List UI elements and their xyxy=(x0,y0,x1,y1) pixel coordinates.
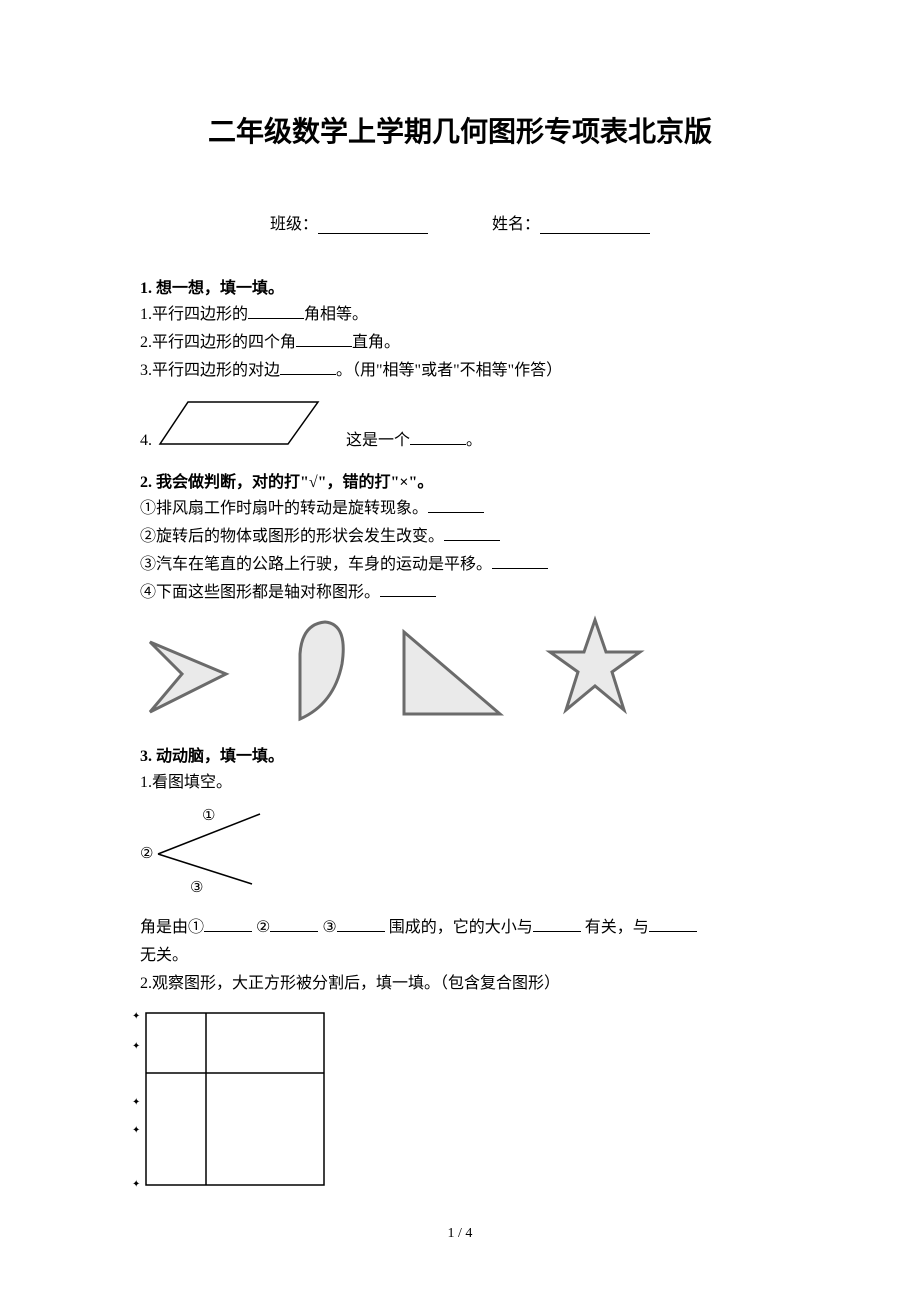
svg-text:③: ③ xyxy=(190,880,203,896)
triangle-shape-icon xyxy=(390,624,510,724)
name-blank xyxy=(540,216,650,234)
angle-figure: ① ② ③ xyxy=(140,806,780,901)
section1-head: 1. 想一想，填一填。 xyxy=(140,274,780,298)
s3-at-4: 围成的，它的大小与 xyxy=(389,919,533,936)
s2-q3: ③汽车在笔直的公路上行驶，车身的运动是平移。 xyxy=(140,552,780,578)
s3-q1: 1.看图填空。 xyxy=(140,770,780,796)
s2-q4: ④下面这些图形都是轴对称图形。 xyxy=(140,580,780,606)
s1-q3-pre: 3.平行四边形的对边 xyxy=(140,362,280,379)
s2-q1: ①排风扇工作时扇叶的转动是旋转现象。 xyxy=(140,496,780,522)
blank xyxy=(533,916,581,932)
blank xyxy=(337,916,385,932)
blank xyxy=(444,525,500,541)
section3-head: 3. 动动脑，填一填。 xyxy=(140,742,780,766)
class-label: 班级： xyxy=(270,216,318,233)
s2-q3-text: ③汽车在笔直的公路上行驶，车身的运动是平移。 xyxy=(140,556,492,573)
star-shape-icon xyxy=(540,614,650,724)
dagger-mark: ✦ xyxy=(132,1097,140,1108)
blank xyxy=(270,916,318,932)
s1-q4: 4. 这是一个 。 xyxy=(140,396,780,450)
dagger-mark: ✦ xyxy=(132,1011,140,1022)
dagger-mark: ✦ xyxy=(132,1179,140,1190)
s1-q2-pre: 2.平行四边形的四个角 xyxy=(140,334,296,351)
s3-at-3: ③ xyxy=(322,919,336,936)
svg-text:②: ② xyxy=(140,846,153,862)
name-label: 姓名： xyxy=(492,216,540,233)
arrow-shape-icon xyxy=(140,624,240,724)
dagger-mark: ✦ xyxy=(132,1041,140,1052)
parallelogram-icon xyxy=(158,396,328,450)
blank xyxy=(428,497,484,513)
section2-head: 2. 我会做判断，对的打"√"，错的打"×"。 xyxy=(140,468,780,492)
blank xyxy=(296,331,352,347)
grid-figure: ✦ ✦ ✦ ✦ ✦ xyxy=(140,1011,780,1196)
s2-q2: ②旋转后的物体或图形的形状会发生改变。 xyxy=(140,524,780,550)
blank xyxy=(492,553,548,569)
s1-q3: 3.平行四边形的对边 。（用"相等"或者"不相等"作答） xyxy=(140,358,780,384)
svg-text:①: ① xyxy=(202,808,215,824)
blank xyxy=(649,916,697,932)
s2-q1-text: ①排风扇工作时扇叶的转动是旋转现象。 xyxy=(140,500,428,517)
s1-q1-post: 角相等。 xyxy=(304,306,368,323)
s1-q1: 1.平行四边形的 角相等。 xyxy=(140,302,780,328)
s1-q3-post: 。（用"相等"或者"不相等"作答） xyxy=(336,362,562,379)
page-title: 二年级数学上学期几何图形专项表北京版 xyxy=(140,110,780,150)
s1-q4-t2: 。 xyxy=(466,432,482,449)
blank xyxy=(410,429,466,445)
s3-at-1: 角是由① xyxy=(140,919,204,936)
page-number: 1 / 4 xyxy=(0,1226,920,1242)
s3-at-5: 有关，与 xyxy=(585,919,649,936)
s1-q4-num: 4. xyxy=(140,432,152,450)
s2-q4-text: ④下面这些图形都是轴对称图形。 xyxy=(140,584,380,601)
blank xyxy=(204,916,252,932)
class-blank xyxy=(318,216,428,234)
s1-q4-text: 这是一个 。 xyxy=(346,426,482,450)
s2-q2-text: ②旋转后的物体或图形的形状会发生改变。 xyxy=(140,528,444,545)
leaf-shape-icon xyxy=(270,614,360,724)
s1-q2-post: 直角。 xyxy=(352,334,400,351)
s1-q1-pre: 1.平行四边形的 xyxy=(140,306,248,323)
s1-q2: 2.平行四边形的四个角 直角。 xyxy=(140,330,780,356)
shapes-row xyxy=(140,614,780,724)
blank xyxy=(280,359,336,375)
s3-at-2: ② xyxy=(256,919,270,936)
s3-q2: 2.观察图形，大正方形被分割后，填一填。（包含复合图形） xyxy=(140,971,780,997)
s3-angle-text: 角是由① ② ③ 围成的，它的大小与 有关，与 xyxy=(140,915,780,941)
s3-angle-text2: 无关。 xyxy=(140,943,780,969)
s1-q4-t1: 这是一个 xyxy=(346,432,410,449)
dagger-mark: ✦ xyxy=(132,1125,140,1136)
blank xyxy=(380,581,436,597)
header-line: 班级： 姓名： xyxy=(140,210,780,234)
blank xyxy=(248,303,304,319)
